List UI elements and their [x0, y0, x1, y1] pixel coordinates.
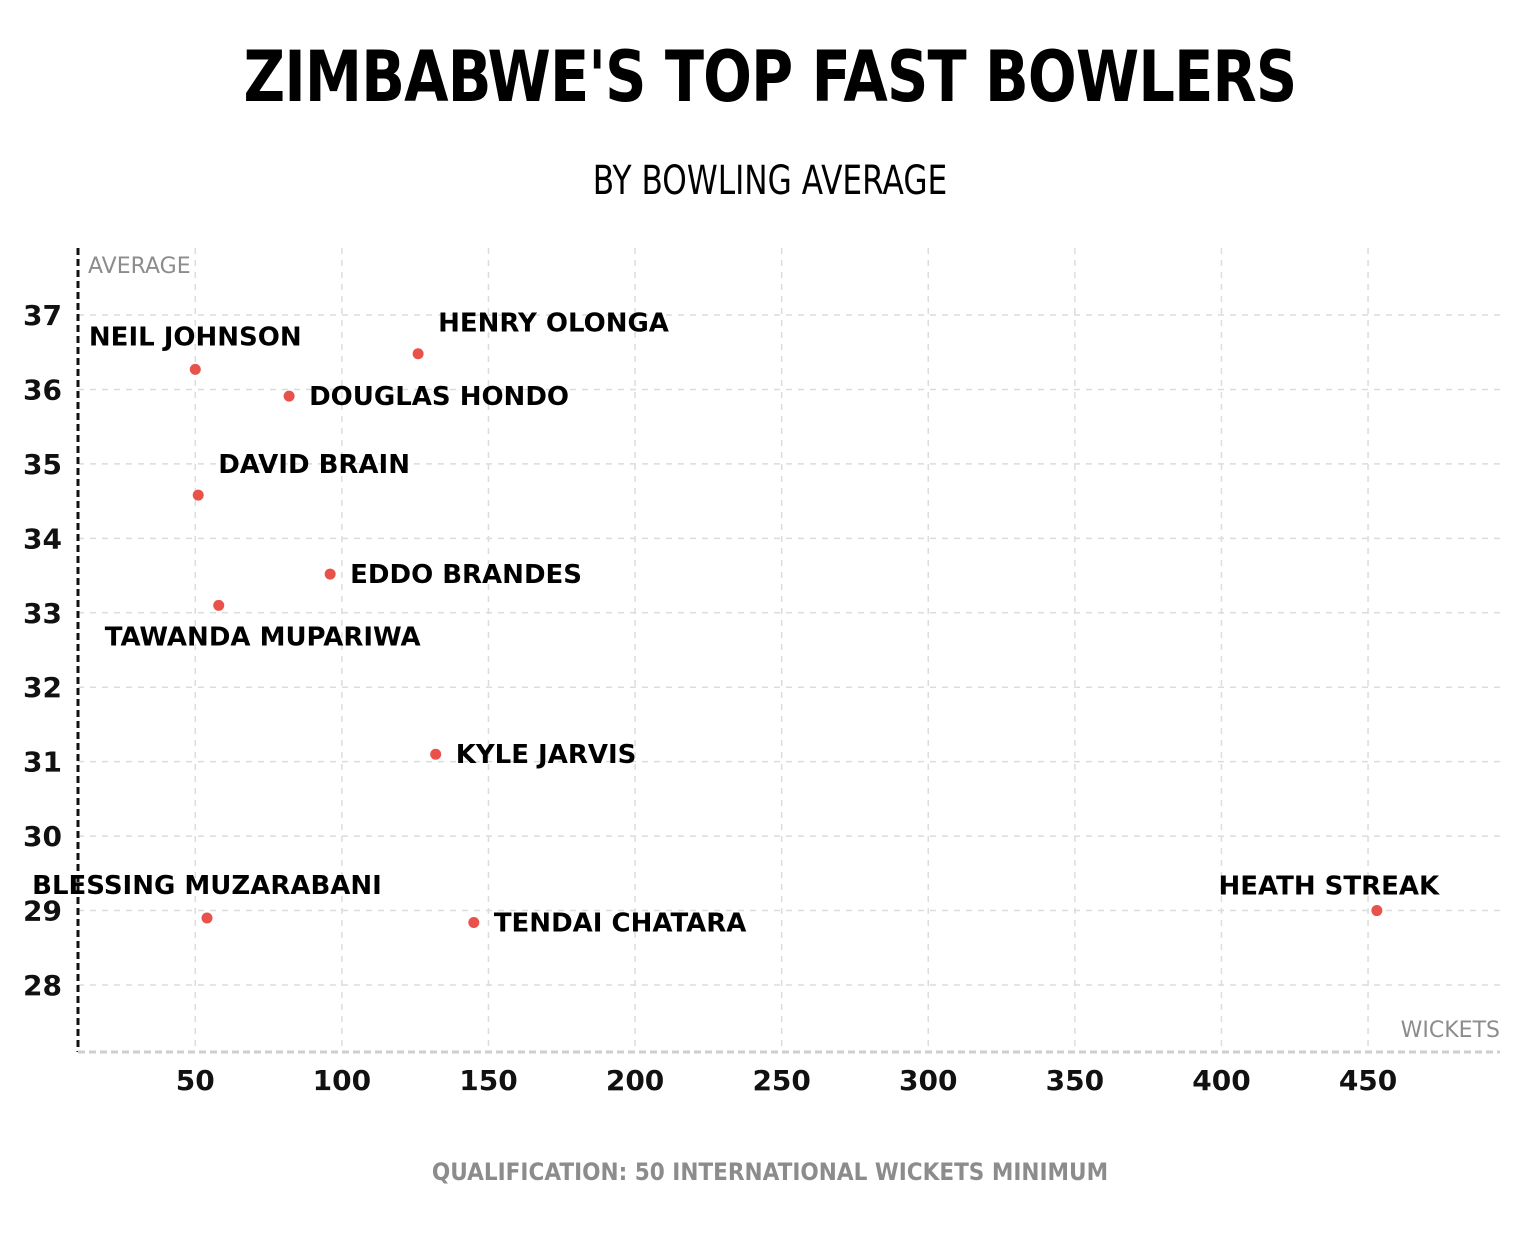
point-label: BLESSING MUZARABANI — [32, 871, 382, 901]
data-points: NEIL JOHNSON HENRY OLONGA DOUGLAS HONDO DAV… — [32, 309, 1440, 939]
y-tick-label: 30 — [23, 820, 62, 853]
point-label: HENRY OLONGA — [438, 309, 669, 339]
y-tick-label: 29 — [23, 895, 62, 928]
point-label: EDDO BRANDES — [350, 560, 582, 590]
y-tick-label: 31 — [23, 746, 62, 779]
y-tick-label: 37 — [23, 299, 62, 332]
x-tick-label: 50 — [176, 1064, 215, 1097]
x-tick-label: 100 — [313, 1064, 371, 1097]
data-point — [283, 390, 295, 402]
y-tick-label: 35 — [23, 448, 62, 481]
y-axis-title: AVERAGE — [88, 254, 191, 279]
point-label: DOUGLAS HONDO — [309, 382, 569, 412]
data-point — [192, 489, 204, 501]
point-label: KYLE JARVIS — [456, 740, 637, 770]
data-point — [213, 599, 225, 611]
qualification-note: QUALIFICATION: 50 INTERNATIONAL WICKETS … — [431, 1158, 1109, 1186]
grid-lines — [78, 248, 1500, 1052]
x-tick-label: 400 — [1192, 1064, 1250, 1097]
data-point — [468, 916, 480, 928]
y-tick-label: 33 — [23, 597, 62, 630]
y-tick-label: 28 — [23, 969, 62, 1002]
x-tick-label: 350 — [1046, 1064, 1104, 1097]
data-point — [201, 912, 213, 924]
tick-labels: 50 100 150 200 250 300 350 400 450 28 29 30 31 32 33 34… — [23, 299, 1397, 1097]
y-tick-label: 36 — [23, 373, 62, 406]
x-axis-title: WICKETS — [1401, 1018, 1500, 1043]
point-label: NEIL JOHNSON — [89, 322, 302, 352]
point-label: TENDAI CHATARA — [494, 908, 747, 938]
chart-subtitle: BY BOWLING AVERAGE — [592, 158, 948, 204]
x-tick-label: 300 — [899, 1064, 957, 1097]
data-point — [189, 363, 201, 375]
data-point — [324, 568, 336, 580]
axes — [76, 248, 1500, 1054]
data-point — [430, 748, 442, 760]
x-tick-label: 200 — [606, 1064, 664, 1097]
x-tick-label: 250 — [752, 1064, 810, 1097]
x-tick-label: 150 — [459, 1064, 517, 1097]
y-tick-label: 34 — [23, 522, 62, 555]
point-label: TAWANDA MUPARIWA — [105, 622, 421, 652]
chart-title: ZIMBABWE'S TOP FAST BOWLERS — [243, 36, 1298, 118]
point-label: DAVID BRAIN — [218, 450, 410, 480]
point-label: HEATH STREAK — [1219, 872, 1441, 902]
y-tick-label: 32 — [23, 671, 62, 704]
data-point — [1371, 905, 1383, 917]
x-tick-label: 450 — [1339, 1064, 1397, 1097]
data-point — [412, 348, 424, 360]
